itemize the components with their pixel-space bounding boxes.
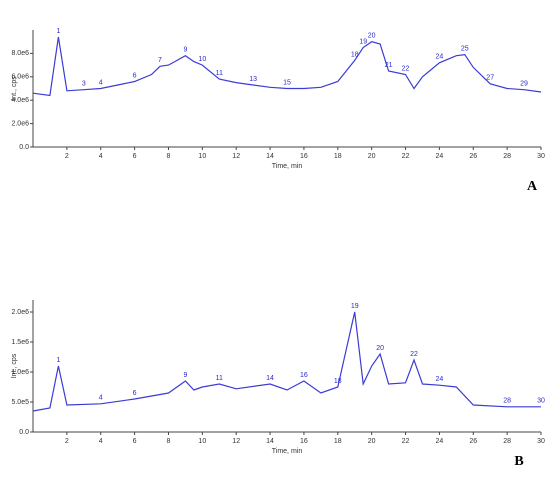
y-axis-label: Int., cps [11, 353, 18, 378]
peak-label: 9 [183, 372, 187, 379]
y-tick-label: 6.0e6 [11, 74, 29, 81]
peak-label: 1 [56, 357, 60, 364]
peak-label: 19 [359, 38, 367, 45]
peak-label: 4 [99, 79, 103, 86]
x-tick-label: 16 [300, 438, 308, 445]
x-tick-label: 20 [368, 438, 376, 445]
y-tick-label: 0.0 [19, 144, 29, 151]
x-tick-label: 2 [65, 153, 69, 160]
x-tick-label: 20 [368, 153, 376, 160]
x-tick-label: 24 [436, 153, 444, 160]
x-tick-label: 14 [266, 153, 274, 160]
x-tick-label: 30 [537, 438, 545, 445]
x-tick-label: 4 [99, 153, 103, 160]
peak-label: 10 [198, 56, 206, 63]
panel-letter: A [527, 179, 538, 194]
peak-label: 22 [410, 351, 418, 358]
x-tick-label: 8 [167, 438, 171, 445]
x-tick-label: 10 [198, 438, 206, 445]
peak-label: 20 [368, 33, 376, 40]
x-axis-label: Time, min [272, 448, 303, 455]
x-tick-label: 26 [469, 438, 477, 445]
peak-label: 11 [216, 375, 223, 382]
peak-label: 13 [249, 76, 257, 83]
peak-label: 3 [82, 81, 86, 88]
y-tick-label: 0.0 [19, 429, 29, 436]
peak-label: 11 [216, 70, 223, 77]
peak-label: 24 [436, 376, 444, 383]
peak-label: 27 [486, 75, 494, 82]
x-tick-label: 24 [436, 438, 444, 445]
peak-label: 15 [283, 79, 291, 86]
x-tick-label: 14 [266, 438, 274, 445]
y-axis-label: Int., cps [11, 76, 18, 101]
x-tick-label: 30 [537, 153, 545, 160]
peak-label: 16 [300, 372, 308, 379]
y-tick-label: 4.0e6 [11, 97, 29, 104]
peak-label: 22 [402, 65, 410, 72]
peak-label: 25 [461, 45, 469, 52]
x-tick-label: 22 [402, 153, 410, 160]
chromatogram-line [32, 36, 542, 97]
peak-label: 14 [266, 375, 274, 382]
x-tick-label: 18 [334, 438, 342, 445]
x-axis-label: Time, min [272, 163, 303, 170]
x-tick-label: 28 [503, 153, 511, 160]
y-tick-label: 2.0e6 [11, 309, 29, 316]
peak-label: 1 [56, 28, 60, 35]
peak-label: 28 [503, 398, 511, 405]
y-tick-label: 1.0e6 [11, 369, 29, 376]
x-tick-label: 28 [503, 438, 511, 445]
peak-label: 29 [520, 81, 528, 88]
y-tick-label: 2.0e6 [11, 120, 29, 127]
y-tick-label: 1.5e6 [11, 339, 29, 346]
peak-label: 4 [99, 395, 103, 402]
peak-label: 24 [436, 54, 444, 61]
peak-label: 18 [334, 378, 342, 385]
panel-letter: B [514, 454, 523, 469]
peak-label: 19 [351, 303, 359, 310]
peak-label: 6 [133, 72, 137, 79]
x-tick-label: 22 [402, 438, 410, 445]
peak-label: 20 [376, 345, 384, 352]
x-tick-label: 12 [232, 153, 240, 160]
x-tick-label: 16 [300, 153, 308, 160]
y-tick-label: 8.0e6 [11, 50, 29, 57]
x-tick-label: 4 [99, 438, 103, 445]
x-tick-label: 26 [469, 153, 477, 160]
y-tick-label: 5.0e5 [11, 399, 29, 406]
peak-label: 21 [385, 62, 393, 69]
peak-label: 7 [158, 57, 162, 64]
peak-label: 9 [183, 47, 187, 54]
peak-label: 6 [133, 390, 137, 397]
x-tick-label: 10 [198, 153, 206, 160]
x-tick-label: 12 [232, 438, 240, 445]
x-tick-label: 2 [65, 438, 69, 445]
peak-label: 18 [351, 51, 359, 58]
x-tick-label: 8 [167, 153, 171, 160]
x-tick-label: 6 [133, 153, 137, 160]
x-tick-label: 18 [334, 153, 342, 160]
chromatogram-line [32, 311, 541, 412]
peak-label: 30 [537, 398, 545, 405]
x-tick-label: 6 [133, 438, 137, 445]
